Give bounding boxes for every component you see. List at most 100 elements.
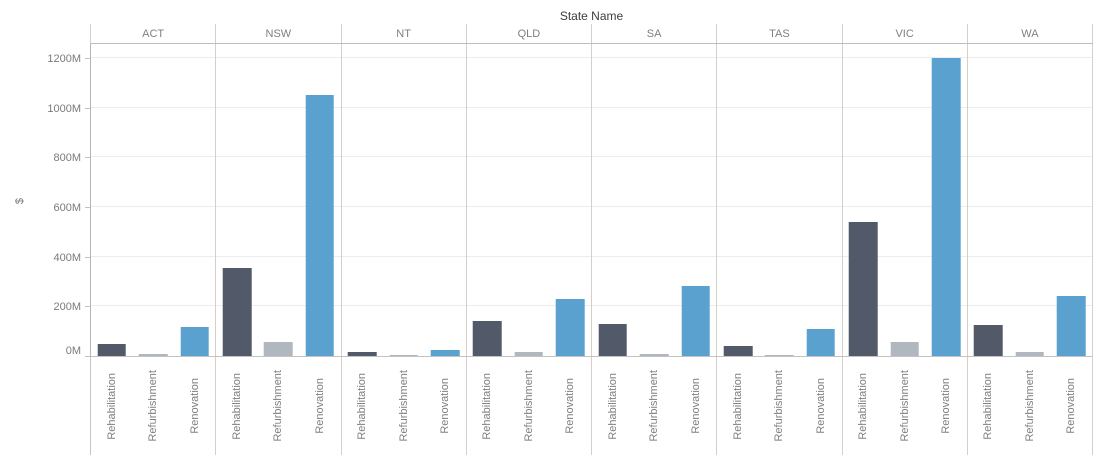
bar-act-renovation[interactable] (180, 327, 209, 356)
category-label-rehabilitation: Rehabilitation (731, 372, 744, 440)
plot-panel-wa (967, 44, 1093, 356)
category-label-renovation: Renovation (313, 378, 326, 434)
category-label-rehabilitation: Rehabilitation (857, 372, 870, 440)
bar-sa-renovation[interactable] (681, 286, 710, 356)
gridline (592, 205, 717, 207)
gridline (216, 156, 341, 158)
y-tick-label: 0M (65, 345, 81, 357)
category-label-cell: Renovation (675, 357, 716, 455)
bar-sa-rehabilitation[interactable] (598, 323, 627, 356)
gridline (216, 106, 341, 108)
plot-panel-nt (341, 44, 467, 356)
label-panel-wa: Rehabilitation Refurbishment Renovation (968, 357, 1093, 455)
category-label-cell: Rehabilitation (843, 357, 884, 455)
gridline (967, 56, 1092, 58)
bar-vic-rehabilitation[interactable] (848, 221, 878, 356)
y-tick-label: 800M (53, 152, 81, 165)
bar-tas-refurbishment[interactable] (765, 354, 794, 356)
gridline (341, 56, 466, 58)
bar-tas-renovation[interactable] (806, 328, 836, 356)
column-header-qld: QLD (467, 24, 592, 43)
gridline (592, 106, 717, 108)
category-label-rehabilitation: Rehabilitation (982, 372, 995, 440)
gridline (842, 56, 967, 58)
gridline (967, 205, 1092, 207)
category-label-cell: Refurbishment (759, 357, 800, 455)
bar-nt-refurbishment[interactable] (389, 355, 418, 356)
y-tick-mark (85, 157, 90, 159)
gridline (717, 305, 842, 307)
bar-act-rehabilitation[interactable] (97, 343, 126, 356)
bar-nt-rehabilitation[interactable] (347, 352, 377, 356)
y-tick-label: 1200M (47, 52, 81, 65)
label-panel-nsw: Rehabilitation Refurbishment Renovation (216, 357, 342, 455)
gridline (466, 305, 591, 307)
gridline (466, 255, 591, 257)
bar-nt-renovation[interactable] (430, 349, 460, 356)
gridline (216, 255, 341, 257)
category-label-cell: Rehabilitation (91, 357, 132, 455)
gridline (91, 106, 216, 108)
chart-title: State Name (559, 9, 624, 23)
category-label-cell: Renovation (1051, 357, 1092, 455)
gridline (717, 156, 842, 158)
bar-wa-renovation[interactable] (1057, 296, 1086, 356)
gridline (341, 106, 466, 108)
category-label-renovation: Renovation (1065, 378, 1078, 434)
bar-qld-renovation[interactable] (556, 298, 585, 356)
gridline (341, 156, 466, 158)
category-label-cell: Refurbishment (633, 357, 674, 455)
category-label-refurbishment: Refurbishment (648, 370, 661, 442)
bar-nsw-rehabilitation[interactable] (222, 267, 252, 356)
category-label-refurbishment: Refurbishment (397, 370, 410, 442)
category-label-cell: Refurbishment (884, 357, 925, 455)
label-panel-qld: Rehabilitation Refurbishment Renovation (467, 357, 592, 455)
column-header-wa: WA (968, 24, 1093, 43)
bar-nsw-refurbishment[interactable] (264, 342, 293, 356)
gridline (967, 255, 1092, 257)
bar-tas-rehabilitation[interactable] (723, 346, 753, 356)
y-axis: $ 0M 200M 400M 600M 800M 1000M 1200M (0, 44, 90, 357)
y-tick-label: 600M (53, 201, 81, 214)
bar-nsw-renovation[interactable] (305, 95, 335, 356)
bar-act-refurbishment[interactable] (138, 354, 168, 356)
category-label-cell: Refurbishment (383, 357, 424, 455)
category-label-renovation: Renovation (439, 378, 452, 434)
category-label-cell: Refurbishment (258, 357, 299, 455)
bar-vic-renovation[interactable] (931, 57, 961, 356)
category-label-cell: Renovation (174, 357, 215, 455)
gridline (967, 305, 1092, 307)
category-label-rehabilitation: Rehabilitation (606, 372, 619, 440)
category-label-renovation: Renovation (188, 378, 201, 434)
bar-wa-refurbishment[interactable] (1015, 352, 1045, 356)
label-panel-sa: Rehabilitation Refurbishment Renovation (592, 357, 718, 455)
gridline (466, 106, 591, 108)
bar-qld-rehabilitation[interactable] (473, 321, 502, 356)
column-header-nsw: NSW (216, 24, 342, 43)
category-label-renovation: Renovation (814, 378, 827, 434)
gridline (592, 255, 717, 257)
category-label-rehabilitation: Rehabilitation (105, 372, 118, 440)
gridline (216, 56, 341, 58)
bar-sa-refurbishment[interactable] (639, 353, 669, 356)
gridline (592, 156, 717, 158)
gridline (592, 56, 717, 58)
gridline (91, 56, 216, 58)
column-header-tas: TAS (717, 24, 843, 43)
plot-area (90, 44, 1093, 357)
category-label-cell: Renovation (299, 357, 340, 455)
category-label-rehabilitation: Rehabilitation (481, 372, 494, 440)
bar-vic-refurbishment[interactable] (890, 342, 919, 356)
plot-panel-act (91, 44, 217, 356)
gridline (91, 205, 216, 207)
gridline (466, 156, 591, 158)
bar-wa-rehabilitation[interactable] (974, 324, 1003, 356)
bar-qld-refurbishment[interactable] (514, 352, 544, 356)
label-panel-nt: Rehabilitation Refurbishment Renovation (342, 357, 467, 455)
category-label-cell: Rehabilitation (968, 357, 1009, 455)
gridline (717, 106, 842, 108)
plot-panel-vic (842, 44, 968, 356)
category-label-cell: Renovation (424, 357, 465, 455)
gridline (91, 156, 216, 158)
category-label-cell: Rehabilitation (216, 357, 257, 455)
